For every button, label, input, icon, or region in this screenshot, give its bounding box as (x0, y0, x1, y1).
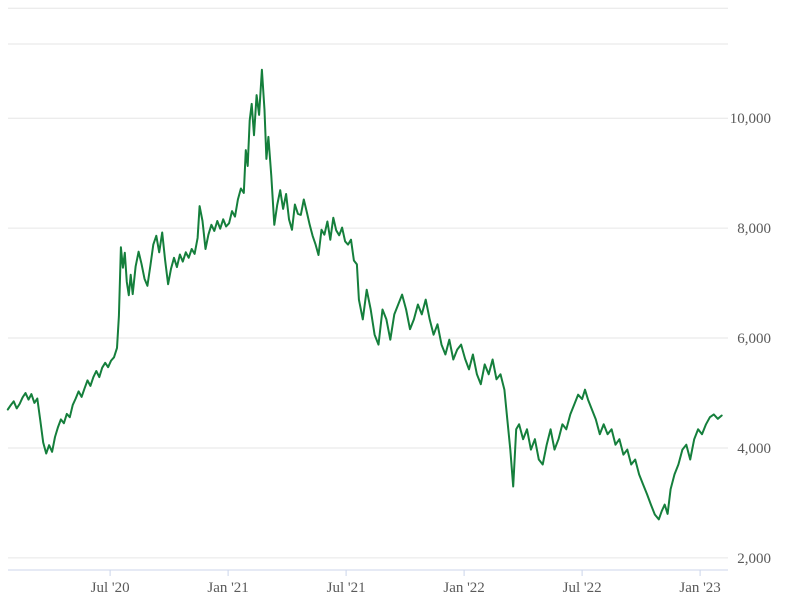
price-line-series (6, 68, 723, 521)
x-axis-label: Jan '23 (679, 580, 720, 596)
x-axis-labels: Jul '20 Jan '21 Jul '21 Jan '22 Jul '22 Jan '… (91, 580, 721, 596)
y-axis-label: 8,000 (737, 221, 771, 237)
y-axis-label: 10,000 (730, 111, 771, 127)
y-axis-label: 2,000 (737, 551, 771, 567)
x-axis-label: Jan '21 (207, 580, 248, 596)
x-axis-ticks (109, 570, 701, 576)
y-axis-labels: 2,000 4,000 6,000 8,000 10,000 (730, 111, 771, 567)
y-gridlines (8, 7, 728, 559)
x-axis-label: Jul '22 (563, 580, 602, 596)
x-axis-label: Jul '20 (91, 580, 130, 596)
x-axis-label: Jul '21 (327, 580, 366, 596)
y-axis-label: 6,000 (737, 331, 771, 347)
x-axis-label: Jan '22 (443, 580, 484, 596)
y-axis-label: 4,000 (737, 441, 771, 457)
